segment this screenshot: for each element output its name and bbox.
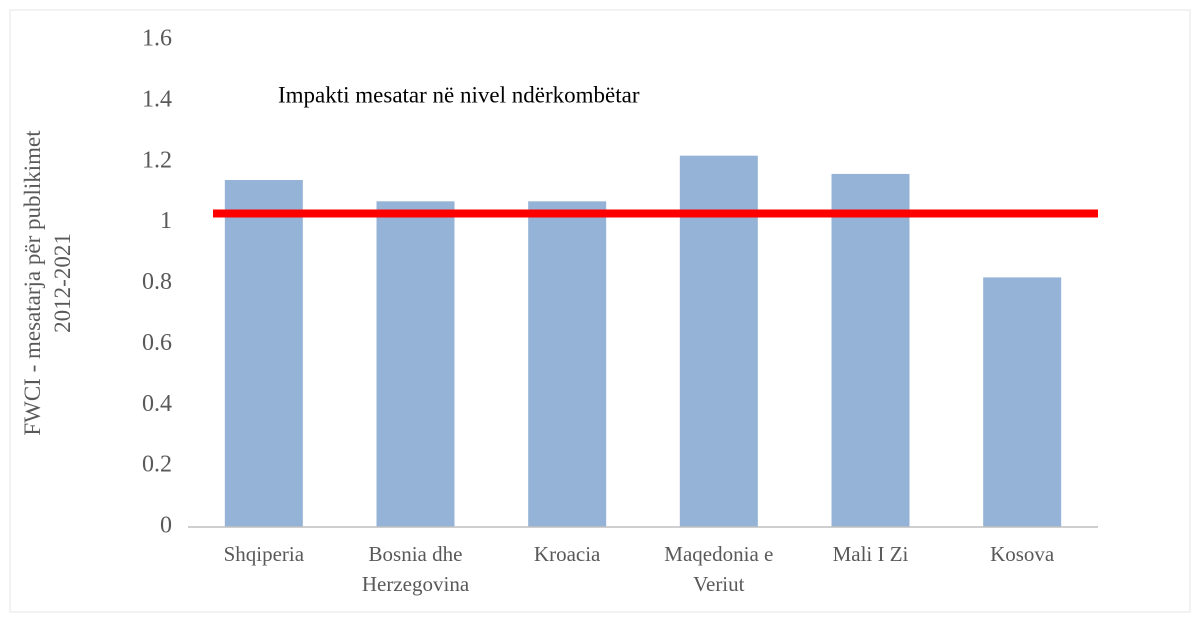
y-tick-label: 0 <box>160 513 172 539</box>
y-tick-label: 0.2 <box>142 452 172 478</box>
x-tick-label: Maqedonia e Veriut <box>664 542 773 596</box>
y-tick-label: 1.2 <box>142 147 172 173</box>
y-tick-label: 1.6 <box>142 26 172 52</box>
y-tick-label: 1.4 <box>142 86 172 112</box>
x-tick-label: Bosnia dhe Herzegovina <box>362 542 470 596</box>
x-tick-label: Kosova <box>990 542 1055 566</box>
y-tick-label: 0.8 <box>142 269 172 295</box>
bar <box>528 201 607 527</box>
y-tick-label: 0.4 <box>142 391 172 417</box>
x-tick-label: Shqiperia <box>224 542 305 566</box>
y-tick-label: 1 <box>160 208 172 234</box>
bar <box>983 277 1062 527</box>
bar <box>224 180 303 527</box>
bar <box>679 155 758 527</box>
y-tick-label: 0.6 <box>142 330 172 356</box>
x-tick-label: Mali I Zi <box>833 542 909 566</box>
y-axis-label: FWCI - mesatarja për publikimet 2012-2021 <box>20 130 75 436</box>
bar <box>831 173 910 528</box>
frame <box>9 9 1191 613</box>
annotation: Impakti mesatar në nivel ndërkombëtar <box>278 82 640 107</box>
x-tick-label: Kroacia <box>534 542 601 566</box>
bar <box>376 201 455 527</box>
